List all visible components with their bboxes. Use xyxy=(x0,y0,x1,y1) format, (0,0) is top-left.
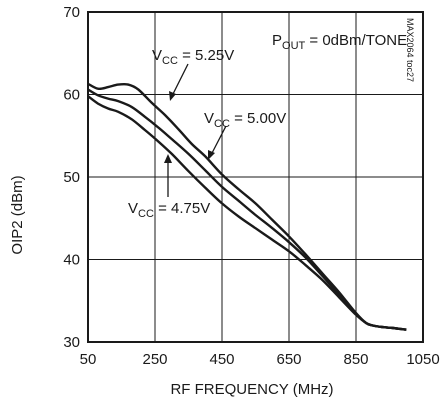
x-tick-label: 850 xyxy=(343,351,368,368)
y-tick-labels: 30 40 50 60 70 xyxy=(63,4,80,351)
series-labels: VCC = 5.25V VCC = 5.00V VCC = 4.75V xyxy=(128,47,286,220)
x-axis-title: RF FREQUENCY (MHz) xyxy=(170,381,333,398)
grid-lines xyxy=(88,12,423,342)
arrowhead-5-00v xyxy=(208,150,215,160)
condition-annotation: POUT = 0dBm/TONE xyxy=(272,32,407,52)
x-tick-label: 250 xyxy=(142,351,167,368)
arrow-5-25v xyxy=(172,64,188,96)
arrow-5-00v xyxy=(211,126,226,155)
y-tick-label: 70 xyxy=(63,4,80,21)
arrowhead-5-25v xyxy=(169,91,176,101)
x-tick-label: 1050 xyxy=(406,351,439,368)
x-tick-label: 50 xyxy=(80,351,97,368)
x-tick-labels: 50 250 450 650 850 1050 xyxy=(80,351,440,368)
series-label-4-75v: VCC = 4.75V xyxy=(128,200,210,220)
y-tick-label: 60 xyxy=(63,87,80,104)
x-tick-label: 450 xyxy=(209,351,234,368)
y-tick-label: 40 xyxy=(63,252,80,269)
y-tick-label: 50 xyxy=(63,169,80,186)
y-tick-label: 30 xyxy=(63,334,80,351)
arrowhead-4-75v xyxy=(164,154,172,163)
y-axis-title: OIP2 (dBm) xyxy=(9,175,26,254)
x-tick-label: 650 xyxy=(276,351,301,368)
chart-side-code: MAX2064 toc27 xyxy=(405,18,415,82)
series-label-5-00v: VCC = 5.00V xyxy=(204,110,286,130)
